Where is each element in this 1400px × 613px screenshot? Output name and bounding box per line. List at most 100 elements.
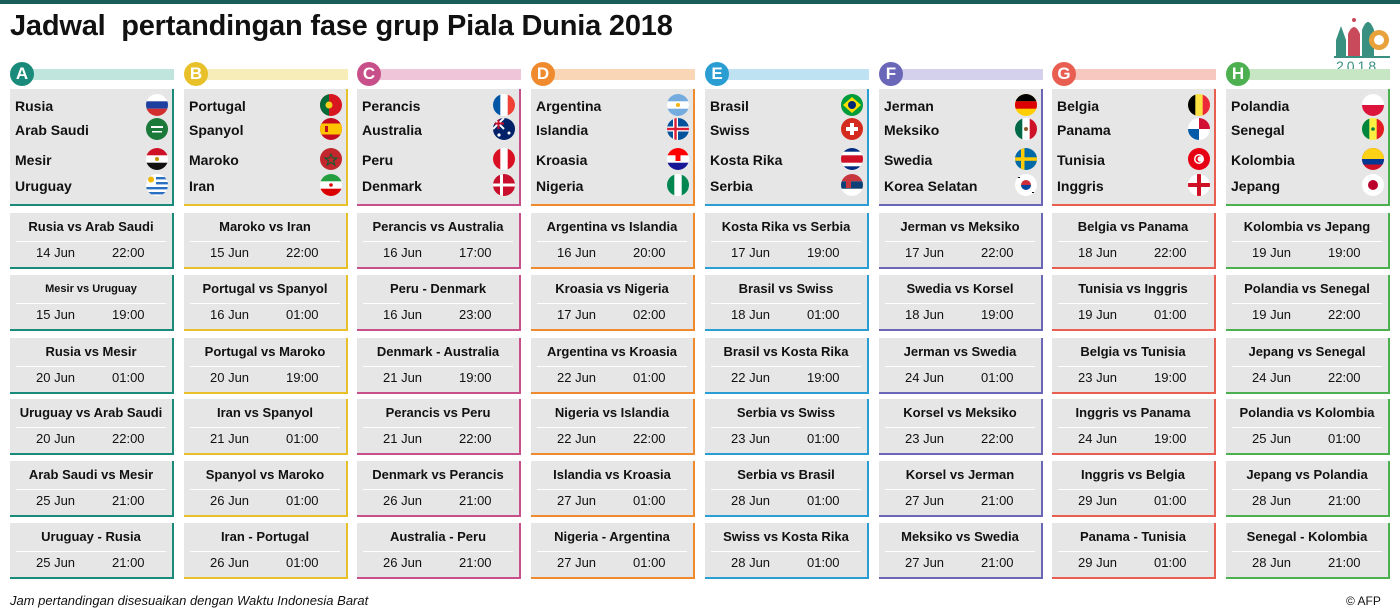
match-divider — [363, 489, 513, 490]
match-time: 01:00 — [1154, 493, 1187, 508]
flag-morocco-icon — [320, 148, 342, 170]
match-divider — [16, 303, 166, 304]
team-name: Meksiko — [884, 122, 940, 138]
match-time: 22:00 — [286, 245, 319, 260]
match-time: 22:00 — [981, 245, 1014, 260]
match-date: 26 Jun — [383, 493, 423, 508]
match-card: Kroasia vs Nigeria 17 Jun 02:00 — [531, 275, 695, 331]
match-time: 02:00 — [633, 307, 666, 322]
match-time: 01:00 — [633, 493, 666, 508]
match-date: 23 Jun — [905, 431, 945, 446]
match-card: Peru - Denmark 16 Jun 23:00 — [357, 275, 521, 331]
match-divider — [16, 241, 166, 242]
group-header: D — [531, 60, 695, 88]
match-title: Swedia vs Korsel — [906, 281, 1014, 296]
match-date: 17 Jun — [905, 245, 945, 260]
match-card: Argentina vs Kroasia 22 Jun 01:00 — [531, 338, 695, 394]
team-name: Islandia — [536, 122, 589, 138]
team-name: Jepang — [1231, 178, 1281, 194]
match-title: Rusia vs Arab Saudi — [28, 219, 154, 234]
match-date: 21 Jun — [210, 431, 250, 446]
team-list: Portugal Spanyol Maroko Iran — [184, 89, 348, 206]
match-divider — [1232, 241, 1382, 242]
match-divider — [363, 303, 513, 304]
team-name: Polandia — [1231, 98, 1290, 114]
match-card: Denmark - Australia 21 Jun 19:00 — [357, 338, 521, 394]
team-name: Iran — [189, 178, 215, 194]
match-divider — [190, 489, 340, 490]
match-title: Korsel vs Meksiko — [903, 405, 1017, 420]
flag-peru-icon — [493, 148, 515, 170]
flag-england-icon — [1188, 174, 1210, 196]
team-name: Korea Selatan — [884, 178, 978, 194]
team-name: Panama — [1057, 122, 1111, 138]
flag-switzerland-icon — [841, 118, 863, 140]
match-time: 19:00 — [1154, 431, 1187, 446]
flag-spain-icon — [320, 118, 342, 140]
match-title: Meksiko vs Swedia — [901, 529, 1019, 544]
match-card: Polandia vs Kolombia 25 Jun 01:00 — [1226, 399, 1390, 455]
match-time: 21:00 — [112, 555, 145, 570]
team-name: Mesir — [15, 152, 52, 168]
group-color-bar — [541, 69, 695, 80]
match-card: Arab Saudi vs Mesir 25 Jun 21:00 — [10, 461, 174, 517]
match-time: 19:00 — [807, 245, 840, 260]
match-card: Korsel vs Meksiko 23 Jun 22:00 — [879, 399, 1043, 455]
match-divider — [885, 241, 1035, 242]
team-name: Jerman — [884, 98, 934, 114]
match-date: 28 Jun — [1252, 555, 1292, 570]
match-title: Jepang vs Senegal — [1248, 344, 1366, 359]
match-title: Rusia vs Mesir — [45, 344, 137, 359]
match-title: Kosta Rika vs Serbia — [721, 219, 851, 234]
match-card: Denmark vs Perancis 26 Jun 21:00 — [357, 461, 521, 517]
match-time: 19:00 — [981, 307, 1014, 322]
match-time: 21:00 — [112, 493, 145, 508]
team-list: Jerman Meksiko Swedia Korea Selatan — [879, 89, 1043, 206]
match-time: 21:00 — [981, 493, 1014, 508]
team-list: Polandia Senegal Kolombia Jepang — [1226, 89, 1390, 206]
match-title: Brasil vs Kosta Rika — [723, 344, 849, 359]
match-divider — [885, 489, 1035, 490]
group-header: C — [357, 60, 521, 88]
match-title: Inggris vs Belgia — [1080, 467, 1186, 482]
match-time: 22:00 — [1328, 307, 1361, 322]
flag-australia-icon — [493, 118, 515, 140]
match-title: Senegal - Kolombia — [1246, 529, 1368, 544]
match-title: Denmark vs Perancis — [372, 467, 504, 482]
flag-japan-icon — [1362, 174, 1384, 196]
match-time: 01:00 — [286, 493, 319, 508]
team-name: Kosta Rika — [710, 152, 783, 168]
flag-sweden-icon — [1015, 148, 1037, 170]
team-name: Uruguay — [15, 178, 72, 194]
match-date: 22 Jun — [557, 431, 597, 446]
match-title: Jepang vs Polandia — [1246, 467, 1368, 482]
match-title: Peru - Denmark — [389, 281, 487, 296]
flag-senegal-icon — [1362, 118, 1384, 140]
match-title: Islandia vs Kroasia — [553, 467, 671, 482]
match-divider — [1232, 303, 1382, 304]
match-date: 24 Jun — [1252, 370, 1292, 385]
match-divider — [1058, 366, 1208, 367]
group-header: B — [184, 60, 348, 88]
match-date: 20 Jun — [36, 431, 76, 446]
match-date: 19 Jun — [1252, 307, 1292, 322]
group-header: E — [705, 60, 869, 88]
match-date: 29 Jun — [1078, 555, 1118, 570]
match-time: 21:00 — [1328, 555, 1361, 570]
team-name: Rusia — [15, 98, 54, 114]
group-d: D Argentina Islandia Kroasia Nigeria Argentin… — [531, 60, 695, 580]
match-time: 19:00 — [112, 307, 145, 322]
match-card: Rusia vs Arab Saudi 14 Jun 22:00 — [10, 213, 174, 269]
match-title: Polandia vs Senegal — [1244, 281, 1370, 296]
match-divider — [190, 241, 340, 242]
match-title: Uruguay - Rusia — [41, 529, 141, 544]
match-title: Inggris vs Panama — [1075, 405, 1191, 420]
group-c: C Perancis Australia Peru Denmark Perancis vs… — [357, 60, 521, 580]
match-card: Mesir vs Uruguay 15 Jun 19:00 — [10, 275, 174, 331]
match-card: Jepang vs Senegal 24 Jun 22:00 — [1226, 338, 1390, 394]
match-title: Swiss vs Kosta Rika — [723, 529, 849, 544]
flag-brazil-icon — [841, 94, 863, 116]
match-card: Belgia vs Tunisia 23 Jun 19:00 — [1052, 338, 1216, 394]
group-header: H — [1226, 60, 1390, 88]
match-title: Kroasia vs Nigeria — [555, 281, 669, 296]
